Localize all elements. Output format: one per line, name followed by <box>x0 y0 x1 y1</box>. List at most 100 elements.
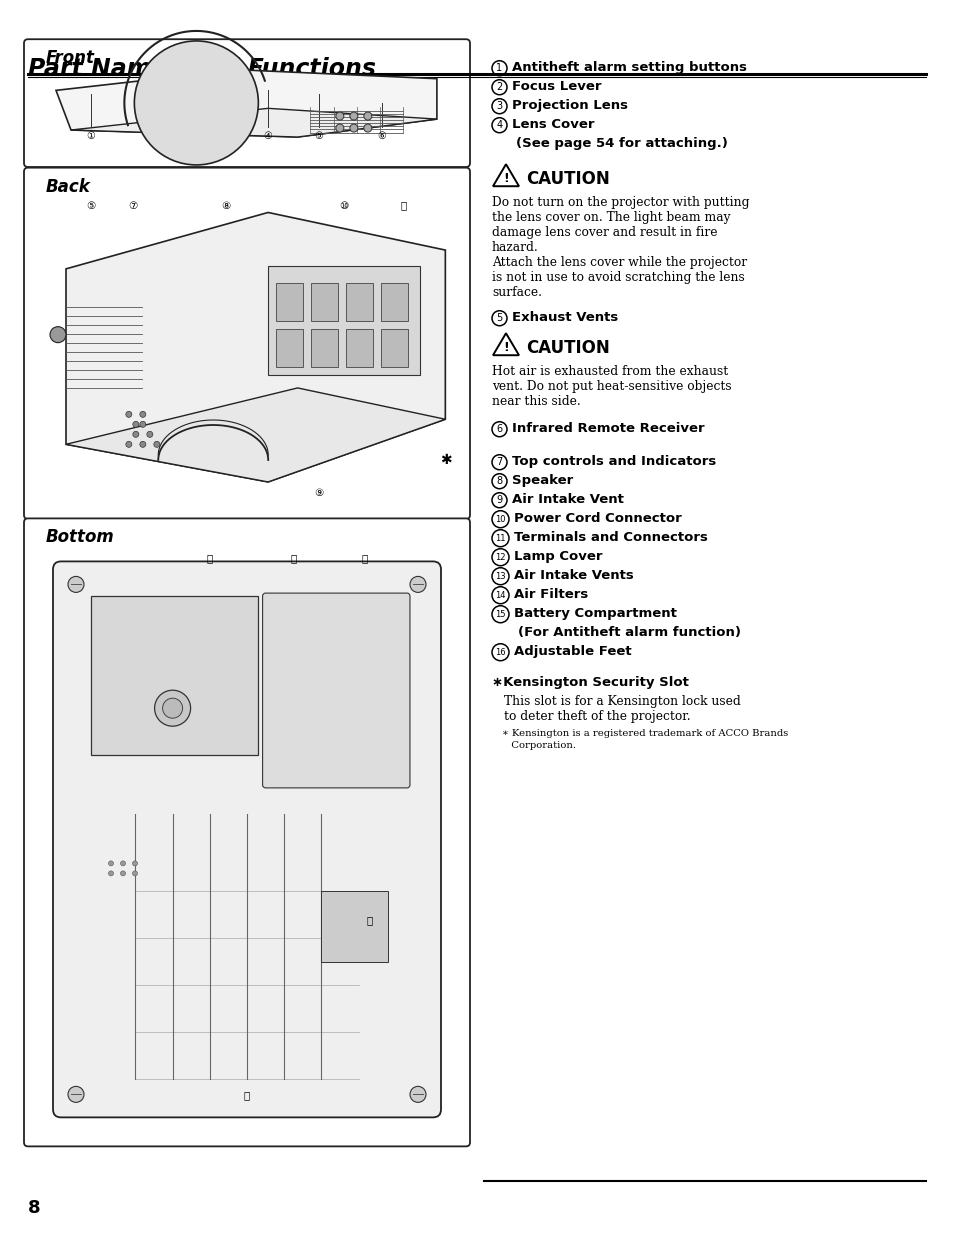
Circle shape <box>140 421 146 427</box>
Text: CAUTION: CAUTION <box>525 340 609 357</box>
Text: 16: 16 <box>495 647 505 657</box>
Text: ⑤: ⑤ <box>86 200 95 211</box>
Text: 8: 8 <box>28 1199 41 1218</box>
Text: ⑨: ⑨ <box>314 488 323 498</box>
Text: 1: 1 <box>496 63 502 73</box>
Circle shape <box>126 411 132 417</box>
Text: 3: 3 <box>496 101 502 111</box>
Text: ⑪: ⑪ <box>399 200 406 211</box>
Bar <box>311 329 338 367</box>
Text: ✱: ✱ <box>439 453 452 467</box>
Text: hazard.: hazard. <box>492 241 538 254</box>
Circle shape <box>410 577 426 593</box>
Circle shape <box>410 1087 426 1103</box>
Text: vent. Do not put heat-sensitive objects: vent. Do not put heat-sensitive objects <box>492 380 731 393</box>
Text: 6: 6 <box>496 425 502 435</box>
Text: (See page 54 for attaching.): (See page 54 for attaching.) <box>516 137 727 151</box>
FancyBboxPatch shape <box>262 593 410 788</box>
Text: near this side.: near this side. <box>492 395 580 409</box>
Text: the lens cover on. The light beam may: the lens cover on. The light beam may <box>492 211 730 225</box>
Bar <box>311 283 338 321</box>
Text: Projection Lens: Projection Lens <box>512 99 627 112</box>
Text: surface.: surface. <box>492 287 541 299</box>
FancyBboxPatch shape <box>24 519 470 1146</box>
Circle shape <box>109 861 113 866</box>
Text: Air Filters: Air Filters <box>514 588 588 601</box>
Circle shape <box>50 327 66 342</box>
Text: ②: ② <box>146 131 154 141</box>
Circle shape <box>126 441 132 447</box>
Text: Adjustable Feet: Adjustable Feet <box>514 645 631 658</box>
Polygon shape <box>71 109 436 137</box>
Text: Terminals and Connectors: Terminals and Connectors <box>514 531 707 545</box>
Circle shape <box>120 861 126 866</box>
Text: ⑮: ⑮ <box>366 915 373 925</box>
Text: ⑧: ⑧ <box>221 200 231 211</box>
Circle shape <box>132 861 137 866</box>
Bar <box>275 329 303 367</box>
Text: Bottom: Bottom <box>46 529 114 546</box>
Bar <box>346 283 373 321</box>
Text: 12: 12 <box>495 553 505 562</box>
Text: Infrared Remote Receiver: Infrared Remote Receiver <box>512 422 704 435</box>
Text: ⑯: ⑯ <box>244 1091 250 1100</box>
Text: 11: 11 <box>495 534 505 542</box>
Text: 13: 13 <box>495 572 505 580</box>
Text: 4: 4 <box>496 120 502 130</box>
Text: ①: ① <box>87 131 95 141</box>
Text: is not in use to avoid scratching the lens: is not in use to avoid scratching the le… <box>492 272 744 284</box>
Polygon shape <box>56 69 436 137</box>
Circle shape <box>109 871 113 876</box>
Circle shape <box>120 871 126 876</box>
Bar <box>346 329 373 367</box>
Circle shape <box>154 690 191 726</box>
Circle shape <box>132 871 137 876</box>
Circle shape <box>68 577 84 593</box>
Bar <box>380 283 408 321</box>
Circle shape <box>144 51 248 154</box>
Bar <box>275 283 303 321</box>
Text: Lens Cover: Lens Cover <box>512 119 594 131</box>
Text: Power Cord Connector: Power Cord Connector <box>514 513 681 525</box>
Text: damage lens cover and result in fire: damage lens cover and result in fire <box>492 226 717 240</box>
Text: 2: 2 <box>496 83 502 93</box>
Text: Antitheft alarm setting buttons: Antitheft alarm setting buttons <box>512 62 746 74</box>
Text: (For Antitheft alarm function): (For Antitheft alarm function) <box>517 626 740 640</box>
Text: Air Intake Vent: Air Intake Vent <box>512 493 623 506</box>
Bar <box>321 892 388 962</box>
Circle shape <box>134 41 258 165</box>
Text: Focus Lever: Focus Lever <box>512 80 601 93</box>
Circle shape <box>350 124 357 132</box>
Text: ⑤: ⑤ <box>314 131 323 141</box>
Circle shape <box>153 441 160 447</box>
Text: 9: 9 <box>496 495 502 505</box>
Circle shape <box>363 124 372 132</box>
Circle shape <box>162 698 182 719</box>
Circle shape <box>178 85 214 121</box>
Text: Corporation.: Corporation. <box>501 741 576 750</box>
Text: Air Intake Vents: Air Intake Vents <box>514 569 633 582</box>
Text: Do not turn on the projector with putting: Do not turn on the projector with puttin… <box>492 196 749 209</box>
Circle shape <box>147 431 152 437</box>
Text: 5: 5 <box>496 314 502 324</box>
Text: 7: 7 <box>496 457 502 467</box>
Bar <box>380 329 408 367</box>
Bar <box>268 266 419 375</box>
Polygon shape <box>66 212 445 482</box>
Text: ⑫: ⑫ <box>207 553 213 563</box>
Text: ⑥: ⑥ <box>377 131 386 141</box>
Text: Part Names and Functions: Part Names and Functions <box>28 57 375 80</box>
FancyBboxPatch shape <box>24 168 470 519</box>
Text: ∗Kensington Security Slot: ∗Kensington Security Slot <box>492 677 688 689</box>
Text: Attach the lens cover while the projector: Attach the lens cover while the projecto… <box>492 256 746 269</box>
FancyBboxPatch shape <box>53 562 440 1118</box>
Circle shape <box>363 112 372 120</box>
Text: ④: ④ <box>263 131 273 141</box>
Text: Battery Compartment: Battery Compartment <box>514 608 677 620</box>
Text: !: ! <box>502 341 508 353</box>
Circle shape <box>132 431 139 437</box>
Text: 14: 14 <box>495 590 505 600</box>
Text: 15: 15 <box>495 610 505 619</box>
Text: ③: ③ <box>200 131 209 141</box>
Text: 10: 10 <box>495 515 505 524</box>
